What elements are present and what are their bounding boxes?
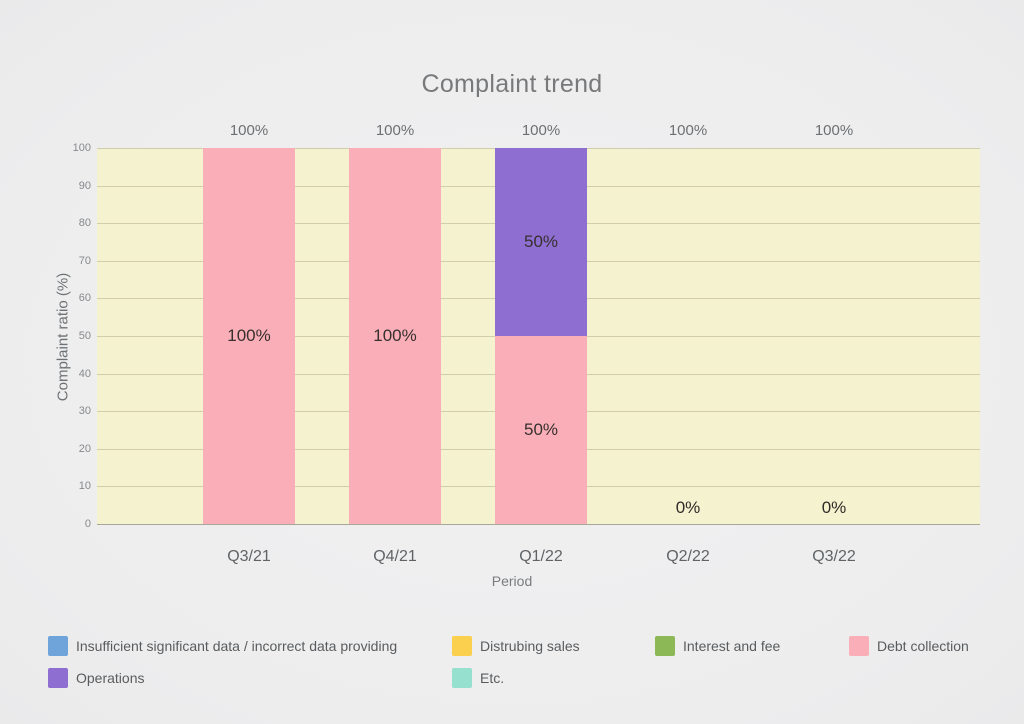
legend-item-interest-and-fee[interactable]: Interest and fee: [655, 636, 780, 656]
chart-legend: Insufficient significant data / incorrec…: [0, 636, 1024, 706]
bar-total-label: 100%: [814, 122, 854, 139]
y-tick-label: 50: [78, 330, 91, 342]
bar-segment-label: 50%: [523, 232, 559, 251]
legend-item-debt-collection[interactable]: Debt collection: [849, 636, 969, 656]
x-tick-label: Q2/22: [666, 548, 710, 565]
bar-slot: 100% 100% Q4/21: [349, 122, 441, 565]
legend-label: Debt collection: [877, 638, 969, 654]
x-tick-label: Q4/21: [373, 548, 417, 565]
y-tick-label: 100: [72, 142, 91, 154]
legend-swatch: [452, 668, 472, 688]
x-tick-label: Q3/22: [812, 548, 856, 565]
bar-total-label: 100%: [229, 122, 269, 139]
bar-slot: 100% 50% 50% Q1/22: [495, 122, 587, 565]
bar-total-label: 100%: [521, 122, 561, 139]
bar-zero-label: 0%: [821, 498, 847, 517]
bar-segment-label: 50%: [523, 420, 559, 439]
bar-slot: 100% 0% Q2/22: [642, 122, 734, 565]
legend-item-etc[interactable]: Etc.: [452, 668, 504, 688]
x-tick-label: Q1/22: [519, 548, 563, 565]
legend-label: Etc.: [480, 670, 505, 686]
y-tick-label: 70: [78, 255, 91, 267]
legend-item-insufficient-significant-data-incorrect-data-providing[interactable]: Insufficient significant data / incorrec…: [48, 636, 397, 656]
x-tick-label: Q3/21: [227, 548, 271, 565]
legend-swatch: [48, 668, 68, 688]
bar-segment-label: 100%: [373, 326, 417, 345]
legend-label: Interest and fee: [683, 638, 781, 654]
y-tick-label: 80: [78, 217, 91, 229]
bar-zero-label: 0%: [675, 498, 701, 517]
x-axis-title: Period: [491, 573, 533, 589]
legend-item-operations[interactable]: Operations: [48, 668, 144, 688]
y-tick-label: 90: [78, 180, 91, 192]
y-tick-label: 30: [78, 405, 91, 417]
bar-segment-debt-collection[interactable]: 100%: [203, 148, 295, 524]
legend-swatch: [452, 636, 472, 656]
y-tick-label: 60: [78, 292, 91, 304]
legend-label: Insufficient significant data / incorrec…: [76, 638, 398, 654]
bar-segment-debt-collection[interactable]: 50%: [495, 336, 587, 524]
bar-slot: 100% 100% Q3/21: [203, 122, 295, 565]
x-axis-baseline: [97, 524, 980, 525]
legend-swatch: [849, 636, 869, 656]
bar-total-label: 100%: [668, 122, 708, 139]
y-tick-label: 20: [78, 443, 91, 455]
plot-area: 100% 100% Q3/21 100% 100% Q4/21 100% 50% 50% Q1/2…: [97, 122, 980, 565]
y-tick-label: 0: [84, 518, 91, 530]
bar-segment-label: 100%: [227, 326, 271, 345]
y-tick-label: 40: [78, 368, 91, 380]
y-tick-label: 10: [78, 480, 91, 492]
legend-label: Distrubing sales: [480, 638, 580, 654]
bar-segment-operations[interactable]: 50%: [495, 148, 587, 336]
legend-label: Operations: [76, 670, 145, 686]
bar-slot: 100% 0% Q3/22: [788, 122, 880, 565]
legend-swatch: [655, 636, 675, 656]
legend-swatch: [48, 636, 68, 656]
chart-title: Complaint trend: [421, 70, 603, 98]
bar-segment-debt-collection[interactable]: 100%: [349, 148, 441, 524]
bar-total-label: 100%: [375, 122, 415, 139]
legend-item-distrubing-sales[interactable]: Distrubing sales: [452, 636, 580, 656]
